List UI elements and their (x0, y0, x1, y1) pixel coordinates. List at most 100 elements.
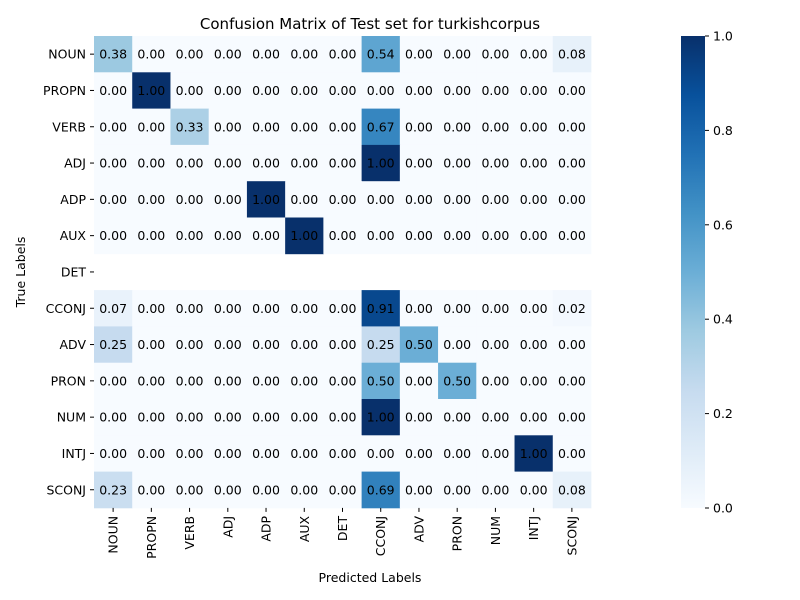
heatmap-cell (514, 72, 554, 109)
heatmap-cell (476, 72, 515, 109)
heatmap-cell (246, 144, 286, 182)
heatmap-cell (552, 471, 592, 509)
heatmap-cell (132, 144, 171, 182)
heatmap-cell (476, 36, 515, 73)
cell-value-label: 0.00 (137, 373, 165, 388)
cell-value-label: 0.00 (99, 410, 127, 425)
heatmap-cell (246, 36, 286, 73)
heatmap-cell (552, 36, 592, 73)
cell-value-label: 0.00 (443, 192, 471, 207)
cell-value-label: 0.00 (137, 446, 165, 461)
heatmap-cell (246, 471, 286, 509)
cell-value-label: 0.00 (252, 482, 280, 497)
colorbar (681, 36, 705, 508)
cell-value-label: 0.00 (558, 446, 586, 461)
heatmap-cell (246, 72, 286, 109)
heatmap-cell (552, 144, 592, 182)
heatmap-cell (514, 435, 554, 472)
heatmap-cell (170, 290, 210, 327)
heatmap-cell (323, 72, 363, 109)
y-tick-label: CCONJ (46, 301, 86, 316)
heatmap-cell (208, 399, 248, 436)
cell-value-label: 0.00 (137, 301, 165, 316)
heatmap-cell (94, 108, 133, 146)
cell-value-label: 0.00 (443, 119, 471, 134)
heatmap-cell (285, 72, 324, 109)
heatmap-cell (285, 471, 324, 509)
cell-value-label: 0.00 (520, 337, 548, 352)
cell-value-label: 0.00 (176, 156, 204, 171)
cell-value-label: 0.00 (520, 83, 548, 98)
heatmap-cell (438, 217, 477, 255)
cell-value-label: 0.00 (214, 228, 242, 243)
heatmap-cell (476, 181, 515, 218)
cell-value-label: 0.00 (329, 446, 357, 461)
cell-value-label: 0.00 (214, 337, 242, 352)
cell-value-label: 0.00 (329, 301, 357, 316)
cell-value-label: 0.00 (443, 482, 471, 497)
heatmap-cell (438, 326, 477, 364)
cell-value-label: 0.00 (405, 410, 433, 425)
heatmap-cell (476, 217, 515, 255)
heatmap-cell (399, 36, 439, 73)
heatmap-cell (399, 290, 439, 327)
heatmap-cell (323, 326, 363, 364)
cell-value-label: 0.00 (290, 156, 318, 171)
cell-value-label: 0.00 (252, 47, 280, 62)
cell-value-label: 0.00 (214, 373, 242, 388)
cell-value-label: 0.00 (290, 119, 318, 134)
heatmap-cell (132, 290, 171, 327)
heatmap-cell (399, 399, 439, 436)
cell-value-label: 0.00 (558, 228, 586, 243)
heatmap-cell (323, 399, 363, 436)
x-axis-label: Predicted Labels (319, 570, 422, 585)
cell-value-label: 0.00 (214, 119, 242, 134)
heatmap-cell (552, 362, 592, 400)
heatmap-cell (246, 108, 286, 146)
cell-value-label: 0.00 (405, 83, 433, 98)
heatmap-cell (361, 399, 401, 436)
cell-value-label: 0.00 (252, 410, 280, 425)
heatmap-cell (476, 471, 515, 509)
cell-value-label: 0.00 (214, 192, 242, 207)
cell-value-label: 0.00 (405, 192, 433, 207)
cell-value-label: 0.00 (405, 301, 433, 316)
heatmap-cell (323, 181, 363, 218)
heatmap-cell (170, 181, 210, 218)
heatmap-cell (552, 217, 592, 255)
y-tick-label: ADV (59, 337, 86, 352)
heatmap-cell (246, 181, 286, 218)
heatmap-cell (514, 290, 554, 327)
cell-value-label: 0.00 (443, 83, 471, 98)
cell-value-label: 0.50 (405, 337, 433, 352)
cell-value-label: 0.00 (137, 337, 165, 352)
y-tick-label: NOUN (48, 47, 86, 62)
heatmap-cell (361, 435, 401, 472)
heatmap-cell (285, 217, 324, 255)
heatmap-cell (438, 72, 477, 109)
heatmap-cell (285, 290, 324, 327)
heatmap-cell (285, 435, 324, 472)
heatmap-cell (132, 181, 171, 218)
y-tick-label: VERB (52, 119, 86, 134)
cell-value-label: 0.00 (99, 156, 127, 171)
heatmap-cell (170, 471, 210, 509)
heatmap-cell (132, 217, 171, 255)
cell-value-label: 0.00 (214, 446, 242, 461)
cell-value-label: 0.00 (329, 228, 357, 243)
heatmap-cell (132, 72, 171, 109)
cell-value-label: 0.00 (137, 228, 165, 243)
cell-value-label: 0.50 (367, 373, 395, 388)
cell-value-label: 0.00 (481, 446, 509, 461)
cell-value-label: 0.00 (329, 119, 357, 134)
cell-value-label: 0.00 (290, 410, 318, 425)
cell-value-label: 0.00 (443, 156, 471, 171)
cell-value-label: 0.25 (367, 337, 395, 352)
cell-value-label: 0.00 (558, 83, 586, 98)
cell-value-label: 0.23 (99, 482, 127, 497)
heatmap-cell (246, 362, 286, 400)
heatmap-cell (208, 362, 248, 400)
chart-title: Confusion Matrix of Test set for turkish… (200, 15, 540, 33)
heatmap-cell (208, 72, 248, 109)
colorbar-tick-label: 0.4 (713, 312, 733, 327)
